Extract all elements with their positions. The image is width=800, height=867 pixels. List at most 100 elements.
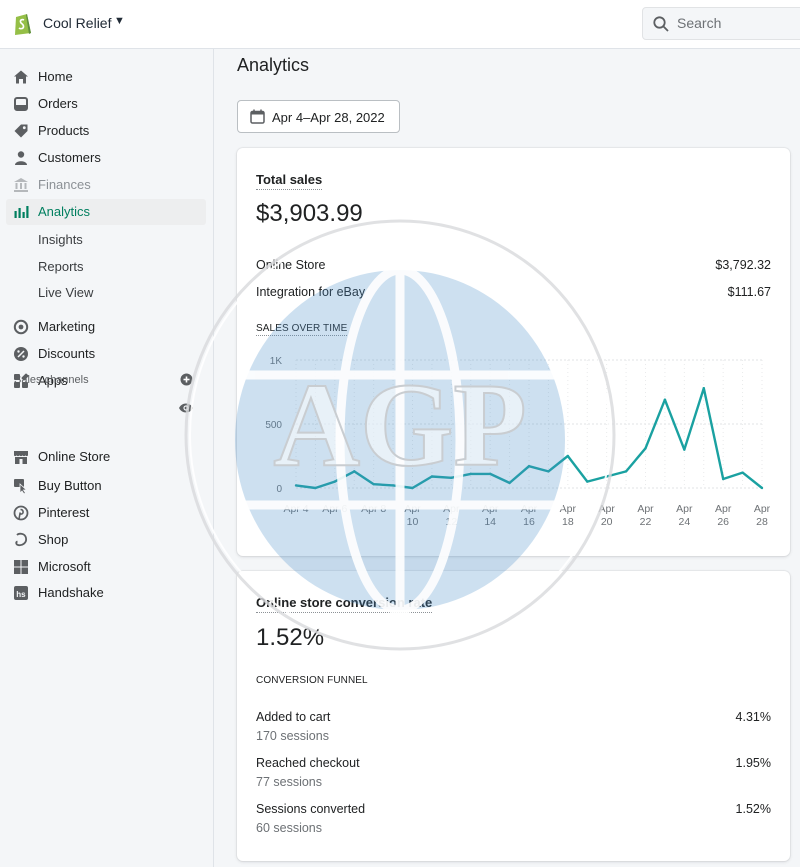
sales-data-point bbox=[469, 472, 472, 476]
sidebar-item-label: Pinterest bbox=[38, 505, 90, 520]
sidebar-item-buy-button[interactable]: Buy Button bbox=[6, 473, 206, 499]
sidebar-item-label: Insights bbox=[38, 232, 83, 247]
sidebar-item-products[interactable]: Products bbox=[6, 118, 206, 144]
shop-icon bbox=[15, 532, 28, 547]
sidebar-item-pinterest[interactable]: Pinterest bbox=[6, 500, 206, 526]
sales-data-point bbox=[314, 486, 317, 490]
sales-data-point bbox=[586, 480, 589, 483]
orders-icon bbox=[14, 97, 28, 111]
x-tick-label: Apr 10 bbox=[404, 503, 421, 528]
sales-channels-heading: Sales channels bbox=[14, 374, 89, 386]
apps-icon bbox=[14, 373, 29, 388]
sales-data-point bbox=[391, 484, 395, 487]
funnel-step-sessions: 60 sessions bbox=[256, 821, 323, 835]
y-tick-label: 500 bbox=[265, 420, 282, 431]
sidebar-item-apps[interactable]: Apps bbox=[6, 368, 206, 394]
search-box[interactable] bbox=[642, 7, 800, 40]
x-tick-label: Apr 22 bbox=[637, 503, 654, 528]
top-bar: Cool Relief ▼ bbox=[0, 0, 800, 49]
bank-icon bbox=[14, 178, 28, 192]
conversion-rate-value: 1.52% bbox=[256, 624, 325, 651]
sidebar-item-online-store[interactable]: Online Store bbox=[6, 444, 206, 470]
date-range-button[interactable]: Apr 4–Apr 28, 2022 bbox=[237, 100, 400, 133]
sales-data-point bbox=[527, 465, 531, 468]
sidebar-item-discounts[interactable]: Discounts bbox=[6, 341, 206, 367]
sales-data-point bbox=[741, 471, 744, 474]
sidebar-item-finances[interactable]: Finances bbox=[6, 172, 206, 198]
search-input[interactable] bbox=[677, 15, 797, 31]
sidebar-item-label: Home bbox=[38, 69, 73, 84]
sidebar-item-marketing[interactable]: Marketing bbox=[6, 314, 206, 340]
sidebar-item-live-view[interactable]: Live View bbox=[6, 280, 206, 306]
x-tick-label: Apr 16 bbox=[521, 503, 538, 528]
sidebar bbox=[0, 49, 214, 867]
x-tick-label: Apr 6 bbox=[322, 503, 347, 515]
funnel-step-rate: 1.52% bbox=[735, 802, 771, 816]
pinterest-icon bbox=[13, 505, 29, 521]
x-tick-label: Apr 26 bbox=[715, 503, 732, 528]
ebay-sales-value: $111.67 bbox=[727, 285, 771, 299]
sidebar-item-analytics[interactable]: Analytics bbox=[6, 199, 206, 225]
handshake-icon: hs bbox=[14, 586, 28, 600]
sales-data-point bbox=[721, 477, 725, 481]
x-tick-label: Apr 24 bbox=[676, 503, 693, 528]
conversion-rate-card: Online store conversion rate 1.52% CONVE… bbox=[237, 571, 790, 861]
sales-data-point bbox=[605, 475, 608, 478]
funnel-step-sessions: 77 sessions bbox=[256, 775, 323, 789]
conversion-rate-title[interactable]: Online store conversion rate bbox=[256, 595, 433, 613]
sales-data-point bbox=[547, 470, 550, 473]
person-icon bbox=[15, 151, 27, 165]
microsoft-icon bbox=[14, 560, 28, 574]
x-tick-label: Apr 14 bbox=[482, 503, 499, 528]
sales-data-point bbox=[663, 398, 667, 401]
sales-data-point bbox=[508, 481, 511, 485]
sidebar-item-orders[interactable]: Orders bbox=[6, 91, 206, 117]
x-tick-label: Apr 4 bbox=[283, 503, 308, 515]
svg-text:hs: hs bbox=[16, 590, 26, 599]
sales-data-point bbox=[353, 470, 356, 473]
sidebar-item-handshake[interactable]: hs Handshake bbox=[6, 580, 206, 606]
x-tick-label: Apr 8 bbox=[361, 503, 386, 515]
buy-button-icon bbox=[14, 479, 28, 494]
eye-icon[interactable] bbox=[178, 402, 194, 414]
sales-data-point bbox=[683, 448, 686, 451]
sales-data-point bbox=[702, 386, 705, 390]
sidebar-item-label: Customers bbox=[38, 150, 101, 165]
sidebar-item-label: Buy Button bbox=[38, 478, 102, 493]
calendar-icon bbox=[250, 109, 265, 124]
sidebar-item-reports[interactable]: Reports bbox=[6, 254, 206, 280]
sidebar-item-label: Discounts bbox=[38, 346, 96, 361]
sidebar-item-insights[interactable]: Insights bbox=[6, 227, 206, 253]
chevron-down-icon[interactable]: ▼ bbox=[114, 15, 125, 27]
sidebar-item-label: Microsoft bbox=[38, 559, 91, 574]
funnel-step-rate: 1.95% bbox=[735, 756, 771, 770]
sidebar-item-shop[interactable]: Shop bbox=[6, 527, 206, 553]
bar-chart-icon bbox=[14, 206, 29, 218]
y-tick-label: 1K bbox=[270, 356, 283, 367]
store-name[interactable]: Cool Relief bbox=[43, 15, 112, 31]
sidebar-item-label: Analytics bbox=[38, 204, 91, 219]
total-sales-title[interactable]: Total sales bbox=[256, 172, 323, 190]
page-title: Analytics bbox=[237, 55, 310, 75]
funnel-step-label: Reached checkout bbox=[256, 756, 360, 770]
sidebar-item-home[interactable]: Home bbox=[6, 64, 206, 90]
sales-data-point bbox=[430, 475, 434, 478]
target-icon bbox=[13, 319, 29, 335]
sidebar-item-customers[interactable]: Customers bbox=[6, 145, 206, 171]
sidebar-item-label: Shop bbox=[38, 532, 69, 547]
tag-icon bbox=[14, 124, 28, 138]
sales-data-point bbox=[566, 454, 570, 458]
x-tick-label: Apr 20 bbox=[598, 503, 615, 528]
funnel-step-label: Sessions converted bbox=[256, 802, 366, 816]
sidebar-item-label: Reports bbox=[38, 259, 84, 274]
conversion-funnel-heading: CONVERSION FUNNEL bbox=[256, 675, 368, 686]
sidebar-item-label: Products bbox=[38, 123, 90, 138]
sidebar-item-microsoft[interactable]: Microsoft bbox=[6, 554, 206, 580]
add-circle-icon[interactable] bbox=[180, 373, 193, 386]
sales-series-line bbox=[295, 386, 763, 490]
x-tick-label: Apr 18 bbox=[560, 503, 577, 528]
search-icon bbox=[653, 16, 669, 32]
shopify-logo-icon[interactable] bbox=[12, 12, 34, 36]
x-tick-label: Apr 28 bbox=[754, 503, 771, 528]
